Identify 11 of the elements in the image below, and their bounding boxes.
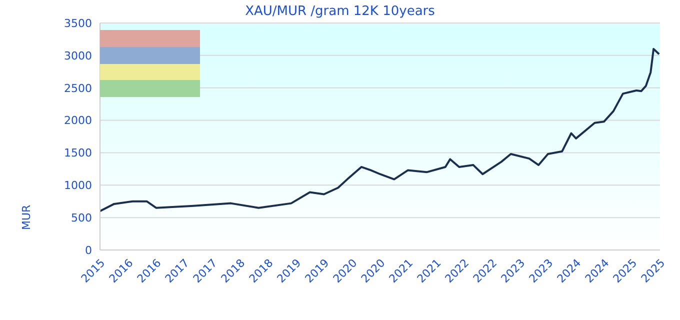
y-tick-label: 3500 xyxy=(64,16,92,30)
y-tick-label: 2000 xyxy=(64,114,92,128)
line-series xyxy=(100,48,660,212)
y-tick-label: 0 xyxy=(85,244,92,257)
y-tick-label: 1500 xyxy=(64,146,92,160)
y-axis-title: MUR xyxy=(20,204,33,230)
y-tick-label: 2500 xyxy=(64,82,92,95)
y-tick-label: 3000 xyxy=(64,49,92,62)
y-tick-label: 1000 xyxy=(64,179,92,192)
y-tick-label: 500 xyxy=(71,211,92,224)
chart-title: XAU/MUR /gram 12K 10years xyxy=(245,4,435,19)
